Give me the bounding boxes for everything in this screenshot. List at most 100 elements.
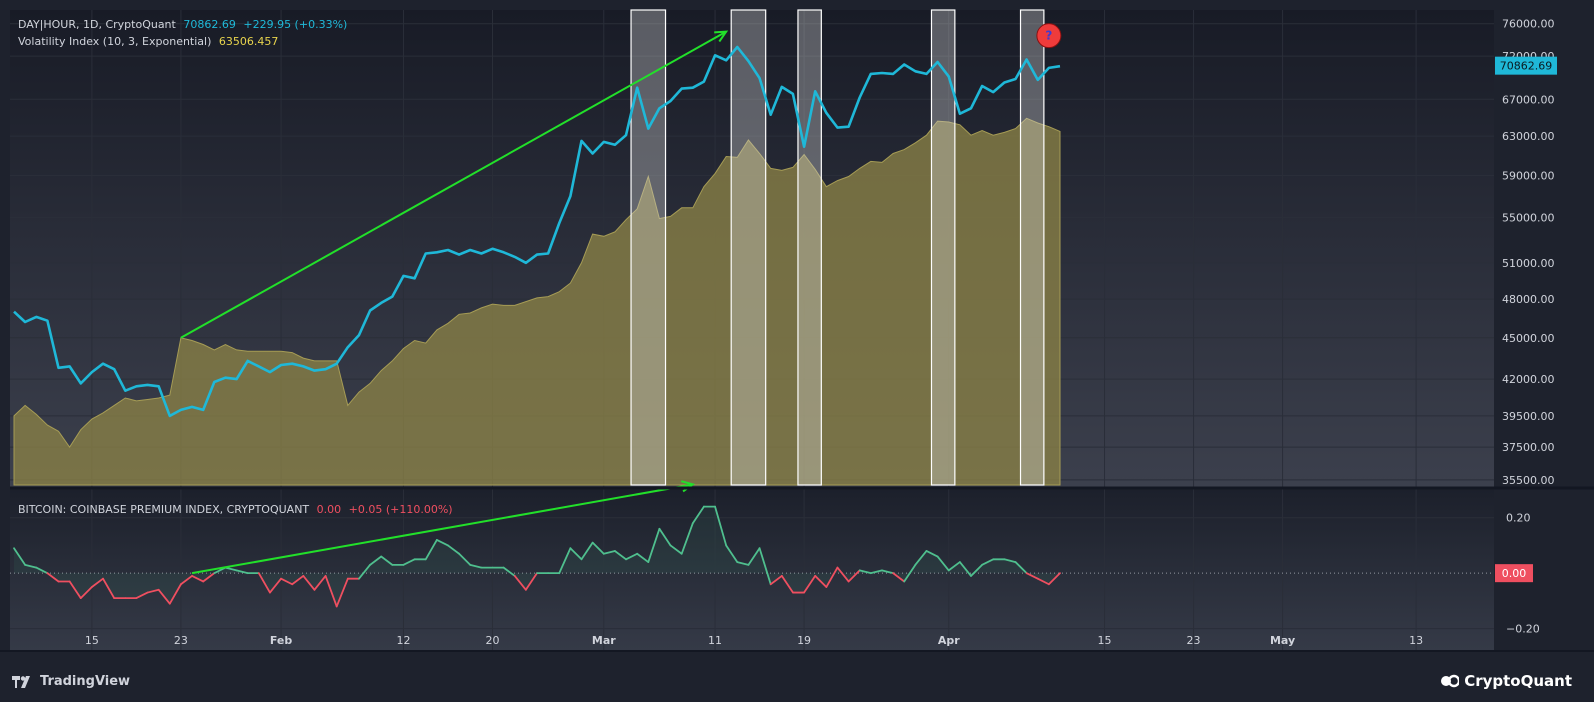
premium-segment [602, 550, 616, 555]
premium-segment [858, 569, 872, 575]
premium-segment [313, 575, 327, 591]
time-tick-label: May [1270, 634, 1295, 647]
premium-segment [191, 575, 205, 583]
premium-segment [79, 586, 93, 600]
symbol-name: DAY|HOUR, 1D, CryptoQuant [18, 18, 176, 31]
premium-segment [402, 558, 416, 566]
premium-badge-label: 0.00 [1502, 567, 1527, 580]
premium-segment [869, 569, 883, 575]
premium-segment [369, 555, 383, 566]
premium-segment [903, 563, 917, 583]
premium-segment [424, 538, 438, 561]
premium-segment [257, 572, 271, 594]
premium-segment [947, 561, 961, 572]
premium-segment [447, 544, 461, 555]
time-tick-label: Feb [270, 634, 293, 647]
premium-segment [458, 552, 472, 566]
premium-segment [224, 566, 238, 572]
premium-segment [747, 547, 761, 566]
premium-segment [135, 591, 149, 600]
cryptoquant-label: CryptoQuant [1464, 672, 1572, 690]
premium-tick-label: 0.20 [1506, 512, 1531, 525]
price-tick-label: 45000.00 [1502, 332, 1555, 345]
premium-segment [958, 561, 972, 577]
premium-area [14, 506, 1061, 607]
premium-segment [146, 588, 160, 594]
highlight-box [730, 9, 767, 486]
premium-segment [35, 566, 49, 575]
highlight-box [797, 9, 822, 486]
premium-segment [524, 572, 538, 591]
premium-segment [202, 572, 216, 583]
premium-badge [1495, 564, 1533, 583]
time-tick-label: 20 [485, 634, 499, 647]
premium-segment [502, 566, 516, 577]
highlight-box [930, 9, 956, 486]
cryptoquant-logo-icon [1441, 674, 1461, 688]
premium-segment [892, 572, 906, 583]
time-tick-label: 19 [797, 634, 811, 647]
premium-segment [13, 547, 27, 566]
price-trend-arrow [180, 30, 729, 339]
premium-segment [380, 555, 394, 566]
price-tick-label: 67000.00 [1502, 93, 1555, 106]
arrow-shaft [180, 30, 727, 339]
price-tick-label: 37500.00 [1502, 441, 1555, 454]
price-badge-label: 70862.69 [1500, 60, 1553, 73]
premium-segment [970, 563, 984, 577]
price-tick-label: 39500.00 [1502, 410, 1555, 423]
question-marker: ? [1036, 23, 1062, 49]
price-tick-label: 51000.00 [1502, 257, 1555, 270]
premium-segment [825, 566, 839, 588]
premium-segment [936, 555, 950, 572]
price-tick-label: 59000.00 [1502, 169, 1555, 182]
premium-segment [847, 569, 861, 583]
price-line [13, 45, 1061, 418]
premium-segment [714, 505, 728, 547]
premium-segment [580, 541, 594, 561]
premium-segment [513, 575, 527, 591]
premium-segment [291, 575, 305, 586]
price-badge [1495, 56, 1557, 75]
price-tick-label: 76000.00 [1502, 18, 1555, 31]
cryptoquant-brand[interactable]: CryptoQuant [1441, 672, 1572, 690]
premium-tick-label: −0.20 [1506, 623, 1540, 636]
premium-segment [569, 547, 583, 561]
premium-label: BITCOIN: COINBASE PREMIUM INDEX, CRYPTOQ… [18, 503, 310, 516]
premium-segment [836, 566, 850, 583]
premium-segment [758, 547, 772, 586]
tradingview-logo-icon [12, 675, 34, 688]
premium-segment [24, 563, 38, 569]
time-tick-label: 23 [174, 634, 188, 647]
premium-segment [68, 580, 82, 600]
premium-segment [235, 569, 249, 575]
volatility-value: 63506.457 [218, 35, 279, 48]
time-tick-label: 23 [1187, 634, 1201, 647]
volatility-legend[interactable]: Volatility Index (10, 3, Exponential) 63… [18, 35, 282, 48]
premium-segment [324, 575, 338, 608]
price-tick-label: 48000.00 [1502, 293, 1555, 306]
premium-segment [803, 575, 817, 594]
premium-legend[interactable]: BITCOIN: COINBASE PREMIUM INDEX, CRYPTOQ… [18, 503, 457, 516]
symbol-change: +229.95 (+0.33%) [243, 18, 348, 31]
premium-change: +0.05 (+110.00%) [348, 503, 453, 516]
tradingview-brand[interactable]: TradingView [12, 674, 130, 689]
premium-segment [358, 563, 371, 580]
price-tick-label: 63000.00 [1502, 130, 1555, 143]
premium-pane-bg [10, 489, 1494, 650]
arrow-head [714, 30, 729, 43]
time-tick-label: 11 [708, 634, 722, 647]
premium-segment [881, 569, 894, 575]
premium-segment [914, 550, 928, 566]
volatility-label: Volatility Index (10, 3, Exponential) [18, 35, 212, 48]
premium-segment [102, 577, 116, 600]
premium-segment [669, 544, 683, 555]
premium-segment [46, 572, 60, 583]
premium-segment [981, 558, 995, 566]
time-tick-label: 13 [1409, 634, 1423, 647]
symbol-legend[interactable]: DAY|HOUR, 1D, CryptoQuant 70862.69 +229.… [18, 18, 351, 31]
premium-segment [1003, 558, 1017, 563]
premium-segment [335, 577, 349, 608]
